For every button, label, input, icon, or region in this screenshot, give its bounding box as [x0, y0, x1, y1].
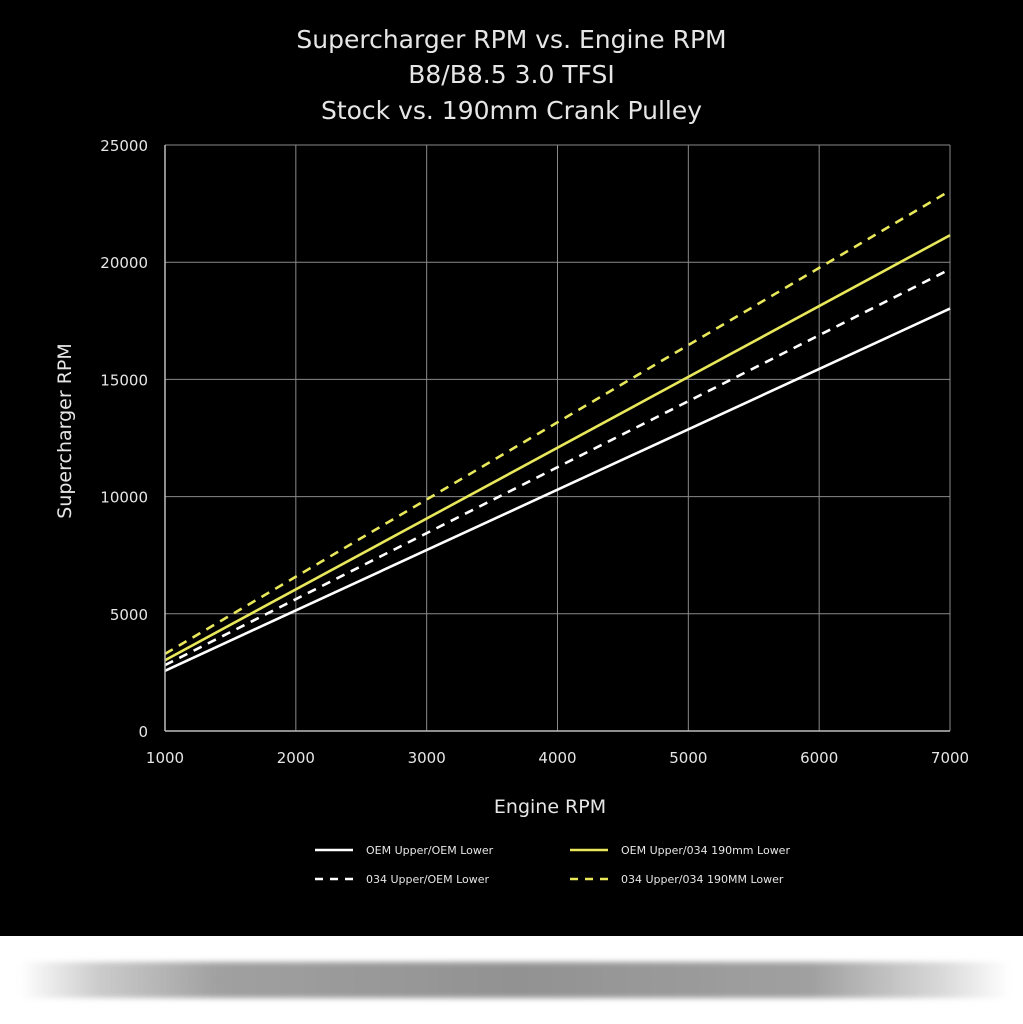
- axes: [164, 145, 950, 732]
- series-line-4: [164, 189, 951, 656]
- legend-label-1: OEM Upper/OEM Lower: [366, 844, 494, 857]
- chart-title: Supercharger RPM vs. Engine RPM: [296, 25, 727, 54]
- x-axis-label: Engine RPM: [494, 796, 606, 818]
- chart-subtitle-comparison: Stock vs. 190mm Crank Pulley: [320, 96, 703, 125]
- x-tick-label: 5000: [669, 749, 707, 767]
- grid: [164, 144, 951, 732]
- x-tick-label: 6000: [800, 749, 838, 767]
- x-tick-label: 4000: [538, 749, 576, 767]
- shadow-bar: [20, 962, 1010, 998]
- series-line-2: [164, 234, 951, 662]
- y-tick-label: 25000: [100, 137, 148, 155]
- y-tick-label: 20000: [100, 254, 148, 272]
- chart-panel: Supercharger RPM vs. Engine RPM B8/B8.5 …: [0, 0, 1023, 936]
- series-lines: [164, 189, 951, 672]
- y-axis-label: Supercharger RPM: [54, 343, 76, 519]
- y-tick-label: 10000: [100, 489, 148, 507]
- line-chart: 1000 2000 3000 4000 5000 6000 7000 0 5000 10000 15…: [54, 137, 969, 886]
- series-line-1: [164, 307, 951, 672]
- y-tick-label: 0: [138, 723, 148, 741]
- y-tick-label: 5000: [110, 606, 148, 624]
- series-line-3: [164, 268, 951, 667]
- tick-labels: 1000 2000 3000 4000 5000 6000 7000 0 5000 10000 15…: [100, 137, 969, 767]
- legend: OEM Upper/OEM Lower OEM Upper/034 190mm L…: [315, 844, 790, 886]
- x-tick-label: 2000: [277, 749, 315, 767]
- x-tick-label: 3000: [408, 749, 446, 767]
- legend-label-3: 034 Upper/OEM Lower: [366, 873, 490, 886]
- legend-label-4: 034 Upper/034 190MM Lower: [621, 873, 784, 886]
- x-tick-label: 7000: [931, 749, 969, 767]
- y-tick-label: 15000: [100, 371, 148, 389]
- x-tick-label: 1000: [146, 749, 184, 767]
- legend-label-2: OEM Upper/034 190mm Lower: [621, 844, 790, 857]
- chart-subtitle-model: B8/B8.5 3.0 TFSI: [408, 60, 615, 89]
